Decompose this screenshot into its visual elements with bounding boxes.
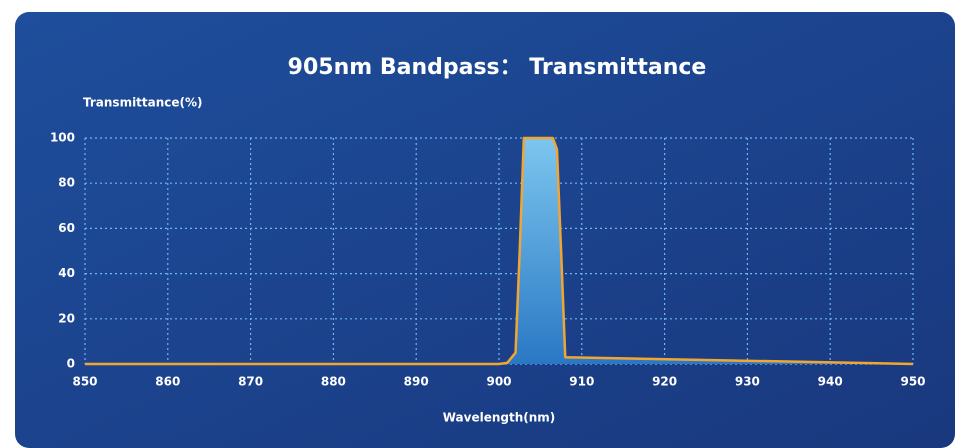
y-tick-label: 20 xyxy=(58,311,75,325)
x-tick-label: 890 xyxy=(404,375,429,389)
chart-title: 905nm Bandpass： Transmittance xyxy=(288,55,707,80)
y-tick-label: 100 xyxy=(50,131,75,145)
y-tick-label: 80 xyxy=(58,176,75,190)
x-tick-label: 850 xyxy=(72,375,97,389)
y-tick-label: 40 xyxy=(58,266,75,280)
x-tick-label: 910 xyxy=(569,375,594,389)
line xyxy=(85,136,914,366)
x-tick-label: 940 xyxy=(818,375,843,389)
y-axis-label: Transmittance(%) xyxy=(83,96,203,110)
y-tick-label: 0 xyxy=(67,357,75,371)
x-tick-label: 860 xyxy=(155,375,180,389)
x-tick-label: 900 xyxy=(486,375,511,389)
y-tick-label: 60 xyxy=(58,221,75,235)
x-tick-label: 920 xyxy=(652,375,677,389)
x-tick-label: 930 xyxy=(735,375,760,389)
x-axis-label: Wavelength(nm) xyxy=(443,411,556,425)
x-tick-label: 950 xyxy=(900,375,925,389)
x-tick-label: 880 xyxy=(321,375,346,389)
x-tick-label: 870 xyxy=(238,375,263,389)
